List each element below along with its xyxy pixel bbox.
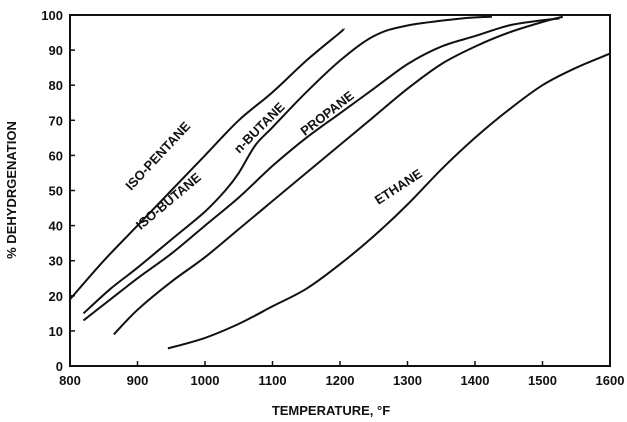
x-tick-label: 1100 <box>258 373 286 388</box>
series-line-iso-pentane <box>69 28 345 300</box>
y-tick-label: 40 <box>49 219 63 234</box>
y-tick-label: 70 <box>49 113 63 128</box>
x-tick-label: 1300 <box>393 373 422 388</box>
y-tick-label: 60 <box>49 148 63 163</box>
series-line-propane <box>113 15 564 336</box>
x-tick-label: 1400 <box>461 373 490 388</box>
x-tick-label: 1200 <box>326 373 355 388</box>
x-tick-label: 1000 <box>191 373 220 388</box>
x-tick-label: 1600 <box>596 373 625 388</box>
x-tick-label: 800 <box>59 373 81 388</box>
x-tick-label: 900 <box>127 373 149 388</box>
series-line-iso-butane <box>82 15 492 315</box>
curves-layer <box>69 15 611 350</box>
series-line-ethane <box>167 52 611 350</box>
series-line-n-butane <box>82 17 560 322</box>
y-tick-label: 10 <box>49 324 63 339</box>
y-tick-label: 0 <box>56 359 63 374</box>
y-axis-title: % DEHYDRGENATION <box>4 121 19 259</box>
ticks-layer: 800 900 1000 1100 1200 1300 1400 1500 1600 0 10 20 3… <box>41 8 624 388</box>
y-tick-label: 80 <box>49 78 63 93</box>
x-axis-title: TEMPERATURE, °F <box>272 403 390 418</box>
y-tick-label: 90 <box>49 43 63 58</box>
y-tick-label: 20 <box>49 289 63 304</box>
y-tick-label: 50 <box>49 184 63 199</box>
y-tick-label: 100 <box>41 8 63 23</box>
x-tick-label: 1500 <box>528 373 557 388</box>
y-tick-label: 30 <box>49 254 63 269</box>
